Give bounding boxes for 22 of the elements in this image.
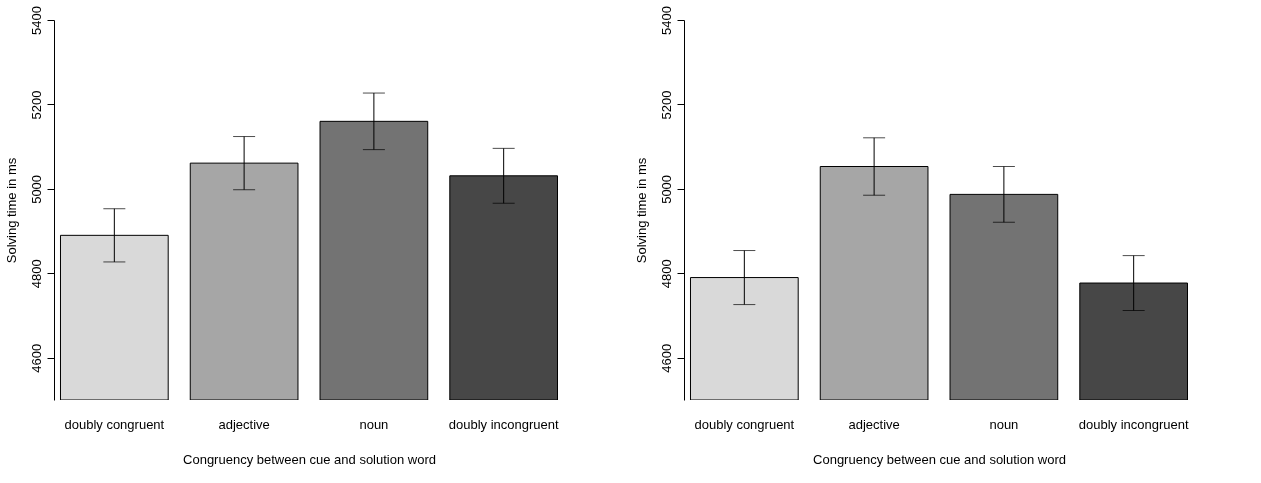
x-tick-label: adjective — [848, 416, 900, 432]
y-axis-title: Solving time in ms — [633, 157, 649, 264]
y-tick-label: 5200 — [658, 90, 674, 120]
x-tick-label: doubly congruent — [694, 416, 795, 432]
x-tick-label: doubly incongruent — [1078, 416, 1189, 432]
x-axis-title: Congruency between cue and solution word — [813, 451, 1066, 467]
y-axis-title: Solving time in ms — [3, 157, 19, 264]
y-tick-label: 4800 — [28, 259, 44, 289]
x-tick-label: noun — [359, 416, 389, 432]
y-tick-label: 5000 — [28, 174, 44, 204]
x-axis-title: Congruency between cue and solution word — [183, 451, 436, 467]
x-tick-label: doubly incongruent — [448, 416, 559, 432]
y-tick-label: 5000 — [658, 174, 674, 204]
y-tick-label: 5200 — [28, 90, 44, 120]
x-tick-label: adjective — [218, 416, 270, 432]
x-tick-label: doubly congruent — [64, 416, 165, 432]
y-tick-label: 5400 — [658, 6, 674, 35]
y-tick-label: 4800 — [658, 259, 674, 289]
x-tick-label: noun — [989, 416, 1019, 432]
y-tick-label: 5400 — [28, 6, 44, 35]
y-tick-label: 4600 — [28, 343, 44, 373]
y-tick-label: 4600 — [658, 343, 674, 373]
